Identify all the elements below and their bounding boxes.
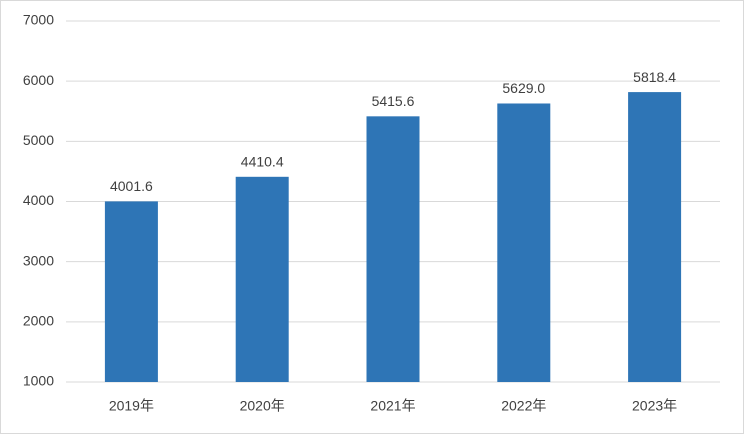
x-tick-label: 2022年 — [501, 398, 546, 414]
y-tick-label: 7000 — [23, 12, 54, 28]
y-tick-label: 2000 — [23, 313, 54, 329]
y-tick-label: 3000 — [23, 252, 54, 268]
value-label: 5818.4 — [633, 69, 676, 85]
value-label: 4410.4 — [241, 154, 284, 170]
x-tick-label: 2021年 — [370, 398, 415, 414]
x-tick-label: 2023年 — [632, 398, 677, 414]
y-tick-label: 5000 — [23, 132, 54, 148]
value-label: 4001.6 — [110, 178, 153, 194]
bar — [235, 176, 289, 382]
bar — [628, 92, 682, 383]
value-label: 5415.6 — [372, 93, 415, 109]
x-tick-label: 2019年 — [109, 398, 154, 414]
bar — [497, 103, 551, 383]
y-tick-label: 1000 — [23, 373, 54, 389]
x-tick-label: 2020年 — [240, 398, 285, 414]
bar — [366, 116, 420, 382]
y-tick-label: 6000 — [23, 72, 54, 88]
bar — [104, 201, 158, 382]
value-label: 5629.0 — [502, 80, 545, 96]
y-tick-label: 4000 — [23, 192, 54, 208]
